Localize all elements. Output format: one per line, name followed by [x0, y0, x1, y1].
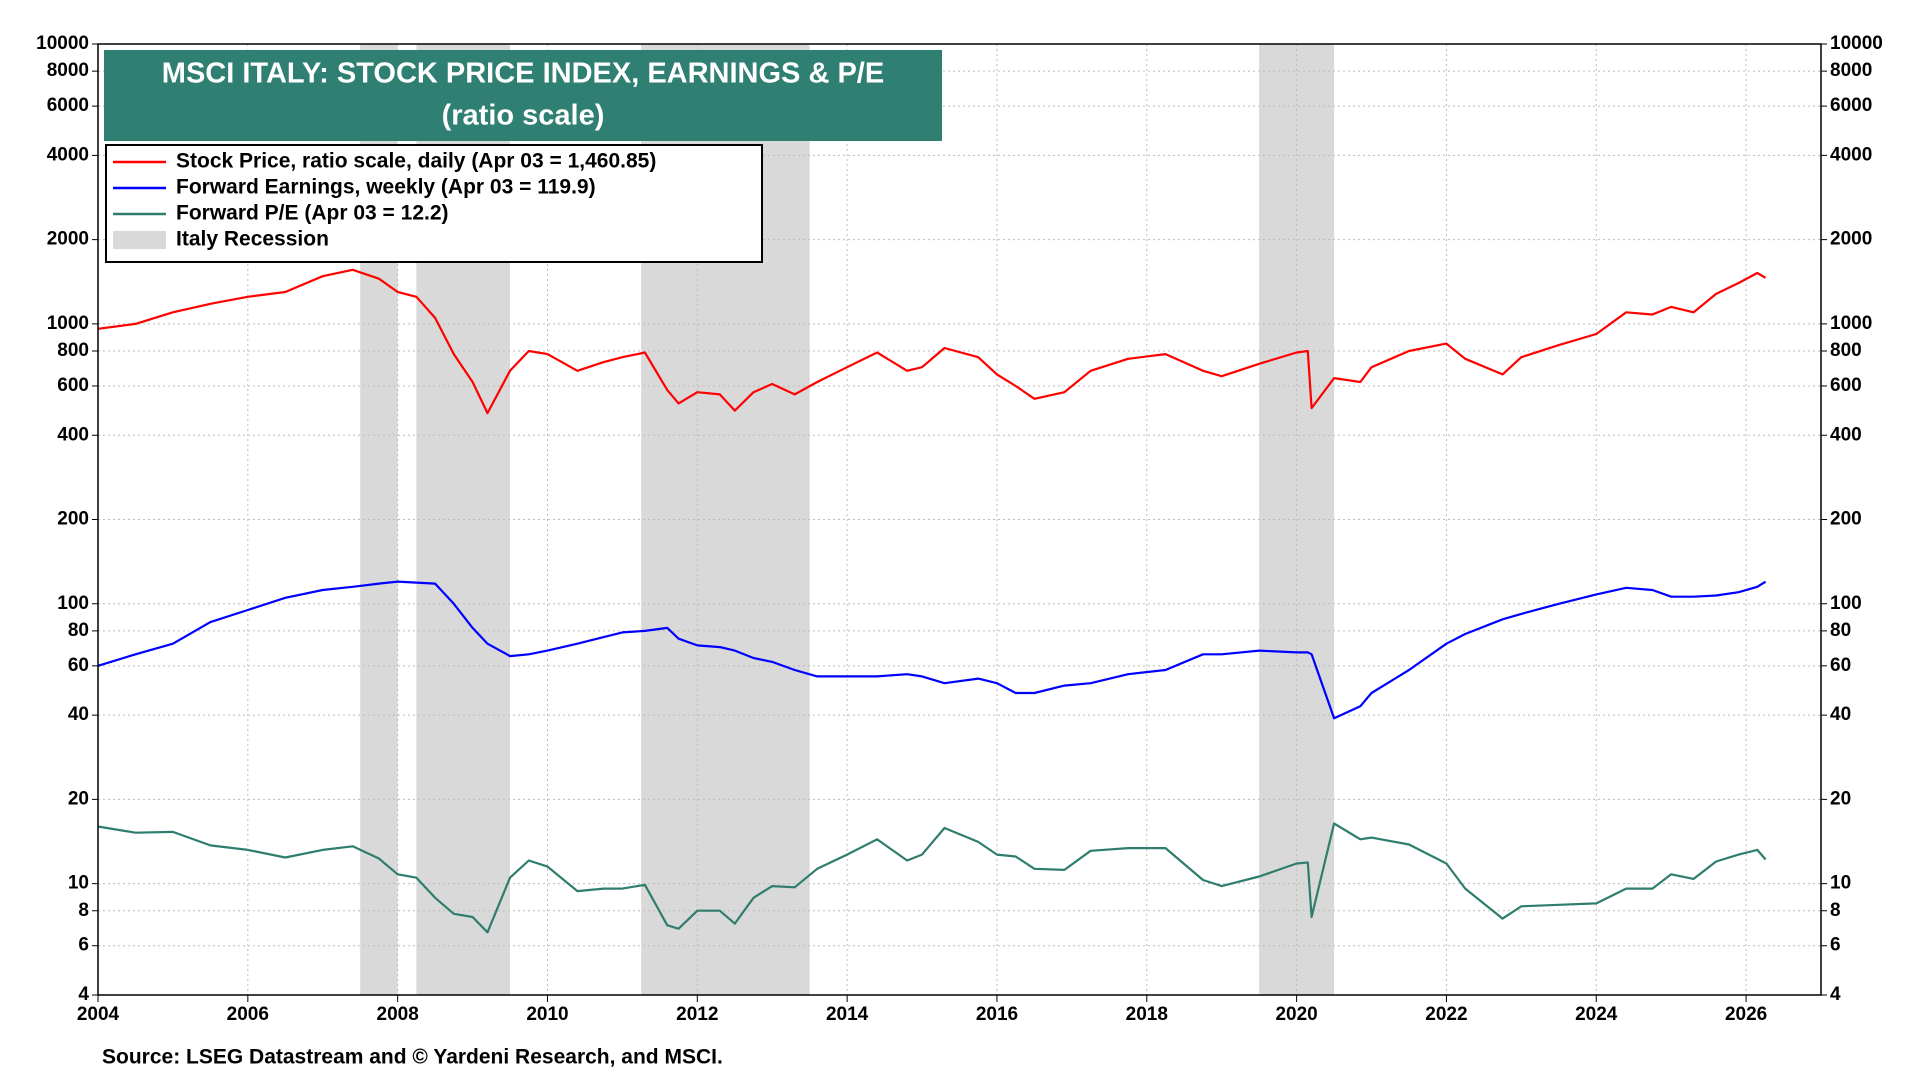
y-tick-label: 40 — [68, 704, 89, 725]
y-tick-label: 20 — [68, 788, 89, 809]
y2-tick-label: 8 — [1830, 900, 1841, 921]
y2-tick-label: 40 — [1830, 704, 1851, 725]
y2-tick-label: 60 — [1830, 655, 1851, 676]
x-tick-label: 2024 — [1575, 1004, 1618, 1025]
y-tick-label: 80 — [68, 620, 89, 641]
x-tick-label: 2012 — [676, 1004, 718, 1025]
y2-tick-label: 80 — [1830, 620, 1851, 641]
legend-label: Italy Recession — [176, 228, 329, 251]
y2-tick-label: 4 — [1830, 984, 1841, 1005]
y-tick-label: 200 — [57, 509, 89, 530]
x-tick-label: 2016 — [976, 1004, 1018, 1025]
y-tick-label: 8 — [78, 900, 89, 921]
legend-label: Forward P/E (Apr 03 = 12.2) — [176, 202, 449, 225]
x-tick-label: 2020 — [1275, 1004, 1317, 1025]
y-tick-label: 1000 — [47, 313, 89, 334]
x-tick-label: 2022 — [1425, 1004, 1467, 1025]
y2-tick-label: 10000 — [1830, 33, 1883, 54]
y2-tick-label: 600 — [1830, 375, 1862, 396]
y2-tick-label: 100 — [1830, 593, 1862, 614]
y2-tick-label: 200 — [1830, 509, 1862, 530]
y2-tick-label: 10 — [1830, 873, 1851, 894]
y-tick-label: 6 — [78, 935, 89, 956]
y2-tick-label: 400 — [1830, 424, 1862, 445]
y-tick-label: 100 — [57, 593, 89, 614]
series-line — [97, 580, 1767, 720]
legend-label: Stock Price, ratio scale, daily (Apr 03 … — [176, 150, 656, 173]
x-tick-label: 2008 — [377, 1004, 419, 1025]
y-tick-label: 4 — [78, 984, 89, 1005]
y-tick-label: 6000 — [47, 95, 89, 116]
y-tick-label: 600 — [57, 375, 89, 396]
y-tick-label: 4000 — [47, 144, 89, 165]
legend-swatch — [113, 231, 166, 249]
x-tick-label: 2026 — [1725, 1004, 1767, 1025]
x-tick-label: 2006 — [227, 1004, 269, 1025]
y-tick-label: 10 — [68, 873, 89, 894]
y2-tick-label: 6 — [1830, 935, 1841, 956]
source-note: Source: LSEG Datastream and © Yardeni Re… — [102, 1046, 723, 1069]
y2-tick-label: 8000 — [1830, 60, 1872, 81]
series-line — [97, 268, 1767, 415]
y-tick-label: 400 — [57, 424, 89, 445]
y2-tick-label: 20 — [1830, 788, 1851, 809]
legend — [105, 144, 763, 263]
y2-tick-label: 2000 — [1830, 229, 1872, 250]
x-tick-label: 2010 — [526, 1004, 568, 1025]
x-tick-label: 2004 — [77, 1004, 120, 1025]
y2-tick-label: 6000 — [1830, 95, 1872, 116]
y-tick-label: 8000 — [47, 60, 89, 81]
legend-label: Forward Earnings, weekly (Apr 03 = 119.9… — [176, 176, 596, 199]
series-line — [97, 822, 1767, 934]
title-box — [104, 50, 942, 141]
y-tick-label: 2000 — [47, 229, 89, 250]
chart-title: MSCI ITALY: STOCK PRICE INDEX, EARNINGS … — [162, 58, 884, 90]
y-tick-label: 10000 — [36, 33, 89, 54]
x-tick-label: 2014 — [826, 1004, 869, 1025]
chart-subtitle: (ratio scale) — [442, 100, 605, 132]
x-tick-label: 2018 — [1126, 1004, 1168, 1025]
y-tick-label: 60 — [68, 655, 89, 676]
y2-tick-label: 800 — [1830, 340, 1862, 361]
y-tick-label: 800 — [57, 340, 89, 361]
y2-tick-label: 4000 — [1830, 144, 1872, 165]
y2-tick-label: 1000 — [1830, 313, 1872, 334]
